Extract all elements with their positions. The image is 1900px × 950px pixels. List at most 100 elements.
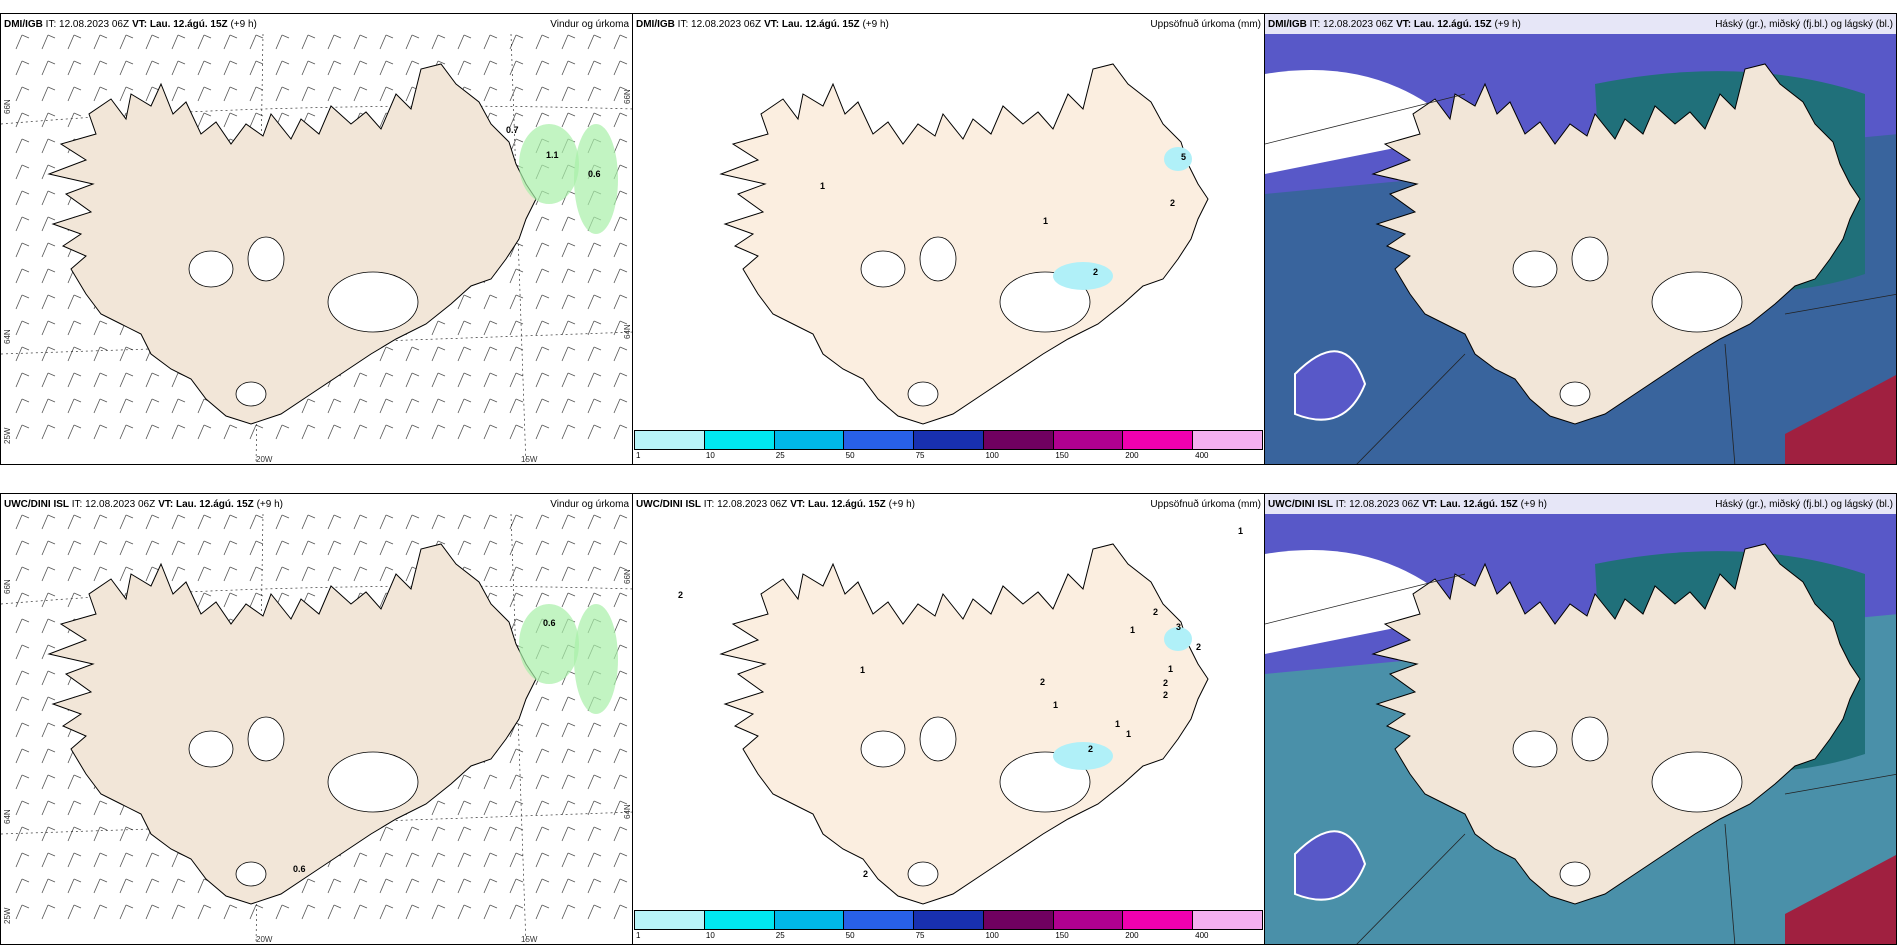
precip-value: 2 [1163, 678, 1169, 688]
model-name: UWC/DINI ISL [1268, 498, 1333, 510]
panel-title: Uppsöfnuð úrkoma (mm) [1150, 498, 1261, 510]
colorbar-label: 10 [705, 451, 715, 460]
glacier [247, 716, 285, 762]
map-clouds [1265, 14, 1896, 464]
panel-header: DMI/IGB IT: 12.08.2023 06Z VT: Lau. 12.ág… [4, 18, 629, 30]
glacier [1571, 716, 1609, 762]
init-time: IT: 12.08.2023 06Z [677, 18, 762, 30]
lat-label: 66N [3, 99, 12, 114]
precip-area [1164, 627, 1192, 651]
colorbar-label: 100 [985, 451, 999, 460]
colorbar-label: 50 [845, 451, 855, 460]
glacier [327, 271, 419, 333]
lon-label: 25W [3, 427, 12, 444]
glacier [860, 250, 906, 288]
precip-value: 3 [1176, 622, 1182, 632]
precip-value: 1 [1115, 719, 1121, 729]
lat-label-right: 64N [623, 804, 632, 819]
lat-label-right: 66N [623, 89, 632, 104]
precip-value: 0.6 [543, 618, 556, 628]
precip-value: 2 [1040, 677, 1046, 687]
graticule [1265, 573, 1896, 944]
glacier [188, 250, 234, 288]
panel-wind-precip-uwc: UWC/DINI ISL IT: 12.08.2023 06Z VT: Lau. … [0, 493, 633, 945]
precip-area [1164, 147, 1192, 171]
colorbar-swatch [774, 431, 845, 449]
iceland-outline [47, 63, 537, 425]
precip-area [519, 124, 579, 204]
map-wind-precip [1, 513, 632, 944]
graticule [1265, 93, 1896, 464]
clear-area [1265, 70, 1465, 174]
panel-accum-precip-dmi: DMI/IGB IT: 12.08.2023 06Z VT: Lau. 12.ág… [632, 13, 1265, 465]
panel-header: DMI/IGB IT: 12.08.2023 06Z VT: Lau. 12.ág… [636, 18, 1261, 30]
colorbar-label: 1 [636, 451, 641, 460]
lead-time: (+9 h) [1494, 18, 1521, 30]
precip-area [1053, 262, 1113, 290]
model-name: UWC/DINI ISL [4, 498, 69, 510]
glacier [1571, 236, 1609, 282]
valid-time: Lau. 12.ágú. 15Z [175, 498, 254, 510]
map-accum-precip [719, 63, 1209, 425]
precip-value: 1 [1168, 664, 1174, 674]
colorbar-label: 25 [775, 931, 785, 940]
valid-time: Lau. 12.ágú. 15Z [1439, 498, 1518, 510]
colorbar-swatch [635, 431, 705, 449]
valid-time: Lau. 12.ágú. 15Z [781, 18, 860, 30]
precip-value: 2 [863, 869, 869, 879]
colorbar-swatch [844, 431, 915, 449]
cloud-edge [1785, 855, 1896, 944]
precip-value: 2 [1196, 642, 1202, 652]
lat-label-right: 64N [623, 324, 632, 339]
precip-area [1053, 742, 1113, 770]
glacier [919, 236, 957, 282]
colorbar-swatch [983, 431, 1054, 449]
colorbar-swatch [1123, 431, 1194, 449]
precip-area [574, 124, 618, 234]
panel-clouds-dmi: DMI/IGB IT: 12.08.2023 06Z VT: Lau. 12.ág… [1264, 13, 1897, 465]
panel-title: Háský (gr.), miðský (fj.bl.) og lágský (… [1715, 18, 1893, 30]
colorbar-label: 25 [775, 451, 785, 460]
glacier [188, 730, 234, 768]
glacier [327, 751, 419, 813]
lon-label: 20W [256, 455, 273, 464]
iceland-outline [1371, 543, 1861, 905]
lead-time: (+9 h) [1520, 498, 1547, 510]
valid-time: Lau. 12.ágú. 15Z [1413, 18, 1492, 30]
precip-value: 0.7 [506, 125, 519, 135]
panel-header: DMI/IGB IT: 12.08.2023 06Z VT: Lau. 12.ág… [1265, 14, 1896, 34]
glacier [235, 861, 267, 887]
iceland-outline [719, 543, 1209, 905]
colorbar-swatch [983, 911, 1054, 929]
panel-header: UWC/DINI ISL IT: 12.08.2023 06Z VT: Lau. … [636, 498, 1261, 510]
lead-time: (+9 h) [862, 18, 889, 30]
colorbar-swatch [1193, 431, 1263, 449]
colorbar-swatch [704, 911, 775, 929]
model-name: DMI/IGB [636, 18, 675, 30]
colorbar-label: 1 [636, 931, 641, 940]
colorbar-swatch [914, 911, 984, 929]
colorbar-swatch [635, 911, 705, 929]
glacier [907, 381, 939, 407]
lead-time: (+9 h) [230, 18, 257, 30]
precip-value: 2 [1170, 198, 1176, 208]
glacier [907, 861, 939, 887]
precip-value: 1 [1238, 526, 1244, 536]
colorbar-swatch [774, 911, 845, 929]
colorbar-swatch [1053, 911, 1124, 929]
lon-label: 15W [521, 935, 538, 944]
colorbar-label: 10 [705, 931, 715, 940]
panel-title: Vindur og úrkoma [550, 498, 629, 510]
lat-label: 66N [3, 579, 12, 594]
lead-time: (+9 h) [256, 498, 283, 510]
colorbar-label: 150 [1055, 931, 1069, 940]
init-time: IT: 12.08.2023 06Z [71, 498, 156, 510]
panel-accum-precip-uwc: UWC/DINI ISL IT: 12.08.2023 06Z VT: Lau. … [632, 493, 1265, 945]
precip-value: 2 [678, 590, 684, 600]
colorbar-swatch [1193, 911, 1263, 929]
glacier [919, 716, 957, 762]
colorbar-label: 400 [1195, 451, 1209, 460]
colorbar-label: 75 [915, 931, 925, 940]
precip-value: 0.6 [293, 864, 306, 874]
colorbar-label: 50 [845, 931, 855, 940]
